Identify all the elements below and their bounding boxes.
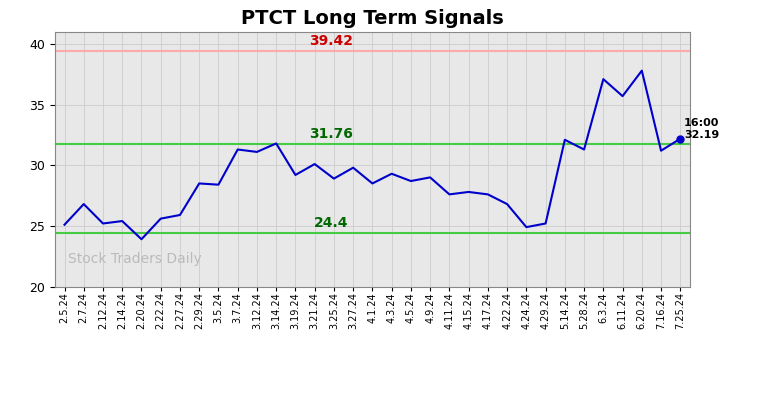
Text: 31.76: 31.76 xyxy=(309,127,353,141)
Point xyxy=(674,135,687,142)
Text: 16:00
32.19: 16:00 32.19 xyxy=(684,118,720,140)
Text: Stock Traders Daily: Stock Traders Daily xyxy=(67,252,201,266)
Title: PTCT Long Term Signals: PTCT Long Term Signals xyxy=(241,8,504,27)
Text: 24.4: 24.4 xyxy=(314,216,348,230)
Text: 39.42: 39.42 xyxy=(309,34,354,48)
